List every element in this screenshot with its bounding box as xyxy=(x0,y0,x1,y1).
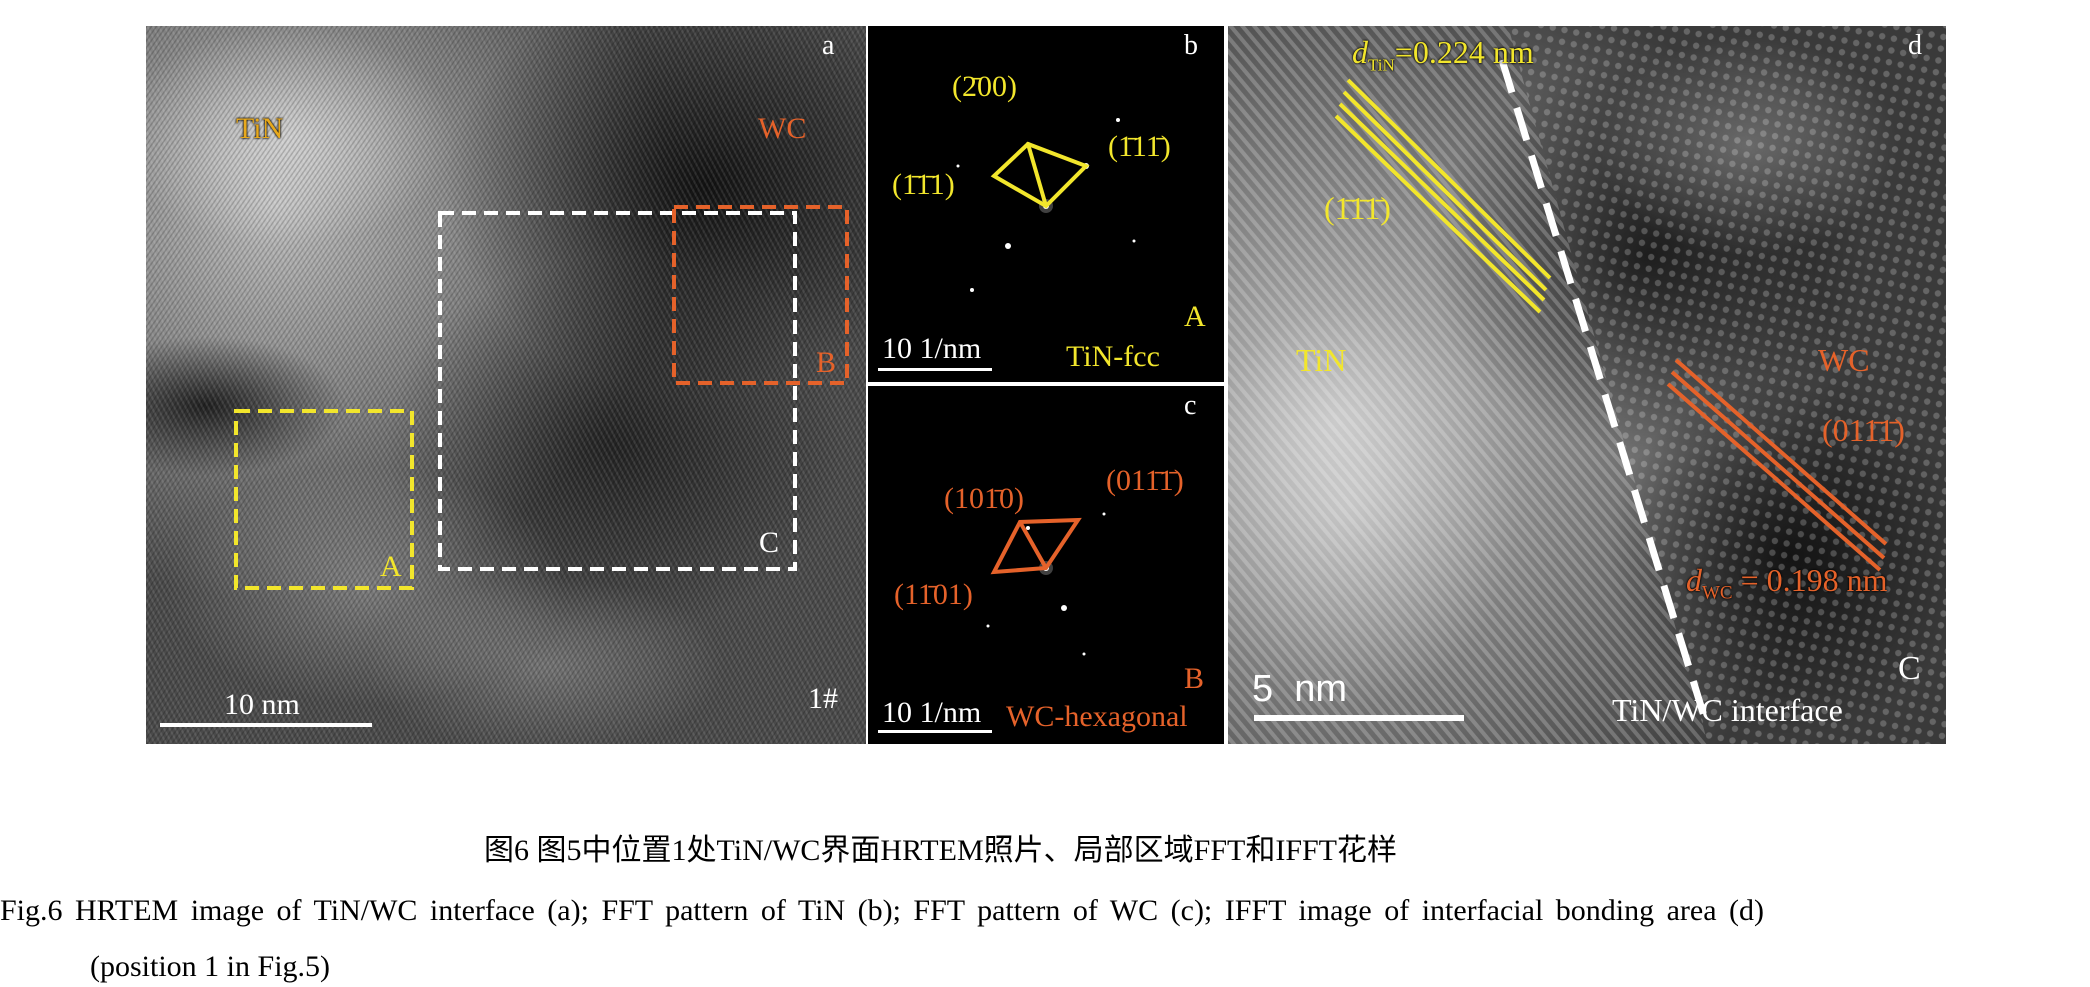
scale-label-a: 10 nm xyxy=(224,688,300,721)
interface-label: TiN/WC interface xyxy=(1612,692,1843,728)
scale-label-d: 5 nm xyxy=(1252,668,1348,710)
panel-a-hrtem-image: a TiN WC B C A 10 nm 1# xyxy=(146,26,866,744)
tin-label-d: TiN xyxy=(1296,342,1347,378)
d-tin-symbol: d xyxy=(1352,34,1368,70)
panel-c-fft-wc: c (101̄0) (011̄1̄) (11̄01) B WC-hexagona… xyxy=(868,386,1224,744)
hkl-wc-ifft: (011̄1̄) xyxy=(1822,412,1905,448)
scale-bar-c xyxy=(878,730,992,733)
interface-line xyxy=(1498,58,1708,718)
d-wc-subscript: WC xyxy=(1702,582,1733,604)
hkl-wc-0111: (011̄1̄) xyxy=(1106,464,1184,497)
hkl-wc-1010: (101̄0) xyxy=(944,482,1024,515)
position-label: 1# xyxy=(808,682,838,715)
panel-d-ifft-image: d dTiN=0.224 nm (1̄1̄1̄) TiN WC (011̄1̄)… xyxy=(1228,26,1946,744)
region-a-box xyxy=(234,409,414,590)
region-b-fft-label: B xyxy=(1184,662,1205,695)
panel-letter-a: a xyxy=(822,30,835,61)
panel-letter-d: d xyxy=(1908,30,1922,61)
phase-tin-fcc: TiN-fcc xyxy=(1066,340,1160,373)
hkl-tin-111-right: (1̄11̄) xyxy=(1108,130,1171,163)
hkl-tin-200: (2̄00) xyxy=(952,70,1017,103)
panel-letter-c: c xyxy=(1184,390,1197,421)
figure-caption-en-line1: Fig.6 HRTEM image of TiN/WC interface (a… xyxy=(0,894,1765,927)
region-c-label: C xyxy=(759,526,780,559)
d-wc-value: = 0.198 nm xyxy=(1732,562,1888,598)
scale-label-c: 10 1/nm xyxy=(882,696,982,729)
phase-wc-hexagonal: WC-hexagonal xyxy=(1006,700,1188,733)
hkl-tin-ifft: (1̄1̄1̄) xyxy=(1324,190,1391,226)
panel-b-fft-tin: b (2̄00) (1̄1̄1) (1̄11̄) A TiN-fcc 10 1/… xyxy=(868,26,1224,382)
d-spacing-wc: dWC = 0.198 nm xyxy=(1686,564,1888,602)
ifft-texture xyxy=(1228,26,1946,744)
region-a-fft-label: A xyxy=(1184,300,1206,333)
tin-diffraction-parallelogram xyxy=(990,141,1090,209)
hkl-wc-1101: (11̄01) xyxy=(894,578,973,611)
figure-caption-cn: 图6 图5中位置1处TiN/WC界面HRTEM照片、局部区域FFT和IFFT花样 xyxy=(484,834,1398,867)
wc-label: WC xyxy=(758,112,807,145)
panel-letter-b: b xyxy=(1184,30,1198,61)
d-tin-value: =0.224 nm xyxy=(1394,34,1534,70)
region-b-label: B xyxy=(816,346,837,379)
scale-bar-a xyxy=(160,723,372,727)
scale-label-b: 10 1/nm xyxy=(882,332,982,365)
wc-diffraction-parallelogram xyxy=(990,517,1082,575)
wc-label-d: WC xyxy=(1818,342,1870,378)
tin-label: TiN xyxy=(236,112,284,145)
region-a-label: A xyxy=(380,550,402,583)
scale-bar-d xyxy=(1254,715,1464,721)
wc-lattice-lines xyxy=(1666,358,1888,572)
region-c-box xyxy=(438,211,797,571)
fft-wc-pattern xyxy=(878,512,1106,733)
d-tin-subscript: TiN xyxy=(1368,55,1395,75)
region-c-ifft-label: C xyxy=(1898,650,1921,687)
hkl-tin-111-left: (1̄1̄1) xyxy=(892,168,955,201)
d-wc-symbol: d xyxy=(1686,562,1702,598)
fft-tin-pattern xyxy=(878,118,1136,371)
hrtem-texture xyxy=(146,26,866,744)
d-spacing-tin: dTiN=0.224 nm xyxy=(1352,36,1534,73)
figure-caption-en-line2: (position 1 in Fig.5) xyxy=(90,950,331,983)
scale-bar-b xyxy=(878,368,992,371)
tin-lattice-lines xyxy=(1334,78,1552,314)
